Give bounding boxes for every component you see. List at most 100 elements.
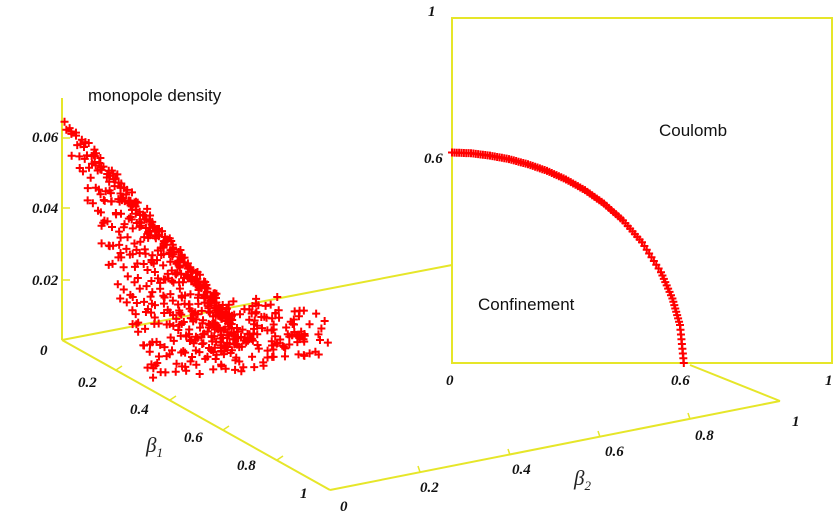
density-point <box>252 308 261 317</box>
density-point <box>125 250 134 259</box>
beta2-tick-label: 0.4 <box>512 462 531 478</box>
density-point <box>180 299 189 308</box>
density-point <box>204 323 213 332</box>
density-point <box>102 173 111 182</box>
density-point <box>127 188 136 197</box>
density-point <box>253 321 262 330</box>
density-point <box>207 332 216 341</box>
density-point <box>136 237 145 246</box>
density-point <box>112 210 121 219</box>
density-point <box>259 358 268 367</box>
density-point <box>144 233 153 242</box>
axes-3d: 0.06 0.04 0.02 0 0.2 0.4 0.6 0.8 1 0 0.2… <box>32 86 800 515</box>
density-point <box>150 301 159 310</box>
density-point <box>294 312 303 321</box>
beta1-tick-label: 0.8 <box>237 458 256 474</box>
density-point <box>149 259 158 268</box>
density-point <box>174 325 183 334</box>
density-point <box>134 327 143 336</box>
density-point <box>323 338 332 347</box>
density-point <box>120 197 129 206</box>
density-point <box>119 263 128 272</box>
phase-x-tick-label: 0.6 <box>671 373 690 389</box>
density-point <box>317 324 326 333</box>
density-point <box>183 271 192 280</box>
density-point <box>176 245 185 254</box>
z-tick-label: 0.04 <box>32 201 59 217</box>
monopole-density-cloud <box>60 117 332 382</box>
density-point <box>131 310 140 319</box>
density-point <box>80 154 89 163</box>
density-point <box>175 257 184 266</box>
beta2-axis-label: β2 <box>573 466 591 493</box>
density-point <box>156 284 165 293</box>
density-point <box>96 190 105 199</box>
density-point <box>92 149 101 158</box>
back-right-edge <box>689 364 781 402</box>
density-point <box>245 305 254 314</box>
density-point <box>188 353 197 362</box>
density-point <box>148 288 157 297</box>
density-point <box>192 360 201 369</box>
density-point <box>199 330 208 339</box>
density-point <box>153 274 162 283</box>
density-point <box>169 311 178 320</box>
density-point <box>131 197 140 206</box>
density-point <box>122 244 131 253</box>
density-point <box>60 117 69 126</box>
density-point <box>159 291 168 300</box>
density-point <box>172 270 181 279</box>
density-point <box>312 309 321 318</box>
density-point <box>245 315 254 324</box>
density-point <box>168 296 177 305</box>
z-tick-label: 0 <box>40 343 48 359</box>
density-point <box>289 315 298 324</box>
density-point <box>85 163 94 172</box>
density-point <box>148 251 157 260</box>
density-point <box>167 266 176 275</box>
density-point <box>83 196 92 205</box>
density-point <box>160 343 169 352</box>
density-point <box>187 277 196 286</box>
density-point <box>254 344 263 353</box>
density-point <box>185 330 194 339</box>
density-point <box>153 246 162 255</box>
density-point <box>143 204 152 213</box>
density-point <box>185 304 194 313</box>
density-point <box>173 268 182 277</box>
density-point <box>161 275 170 284</box>
density-point <box>146 292 155 301</box>
density-point <box>62 125 71 134</box>
density-point <box>165 350 174 359</box>
phase-diagram: 1 0.6 0 0.6 1 Coulomb Confinement <box>424 4 833 389</box>
density-point <box>311 347 320 356</box>
density-point <box>238 325 247 334</box>
density-point <box>177 319 186 328</box>
density-point <box>108 259 117 268</box>
density-point <box>115 227 124 236</box>
density-point <box>116 294 125 303</box>
density-point <box>193 293 202 302</box>
confinement-region-label: Confinement <box>478 295 575 314</box>
density-point <box>195 270 204 279</box>
density-point <box>269 352 278 361</box>
density-point <box>293 338 302 347</box>
phase-boundary-point <box>679 359 688 367</box>
density-point <box>107 223 116 232</box>
density-point <box>227 329 236 338</box>
density-point <box>161 368 170 377</box>
density-point <box>275 313 284 322</box>
phase-y-tick-label: 1 <box>428 4 436 20</box>
density-point <box>91 183 100 192</box>
density-point <box>268 341 277 350</box>
density-point <box>251 299 260 308</box>
density-point <box>204 302 213 311</box>
density-point <box>145 347 154 356</box>
density-point <box>128 292 137 301</box>
density-point <box>181 362 190 371</box>
beta1-tick-label: 0.2 <box>78 375 97 391</box>
density-point <box>237 367 246 376</box>
beta1-axis-label: β1 <box>145 433 163 460</box>
density-point <box>128 224 137 233</box>
density-point <box>117 253 126 262</box>
